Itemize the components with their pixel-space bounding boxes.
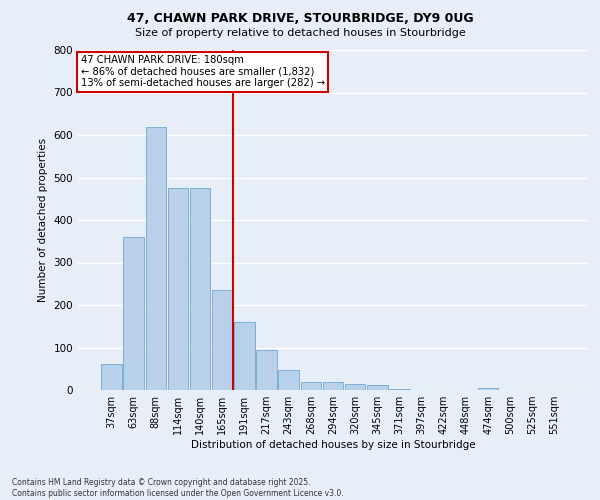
Y-axis label: Number of detached properties: Number of detached properties	[38, 138, 48, 302]
X-axis label: Distribution of detached houses by size in Stourbridge: Distribution of detached houses by size …	[191, 440, 475, 450]
Text: Contains HM Land Registry data © Crown copyright and database right 2025.
Contai: Contains HM Land Registry data © Crown c…	[12, 478, 344, 498]
Bar	[101, 364, 122, 390]
Bar	[212, 290, 232, 390]
Text: 47 CHAWN PARK DRIVE: 180sqm
← 86% of detached houses are smaller (1,832)
13% of : 47 CHAWN PARK DRIVE: 180sqm ← 86% of det…	[80, 55, 325, 88]
Bar	[190, 188, 210, 390]
Bar	[389, 388, 410, 390]
Bar	[345, 384, 365, 390]
Bar	[124, 237, 144, 390]
Bar	[167, 188, 188, 390]
Bar	[256, 350, 277, 390]
Text: Size of property relative to detached houses in Stourbridge: Size of property relative to detached ho…	[134, 28, 466, 38]
Text: 47, CHAWN PARK DRIVE, STOURBRIDGE, DY9 0UG: 47, CHAWN PARK DRIVE, STOURBRIDGE, DY9 0…	[127, 12, 473, 26]
Bar	[478, 388, 499, 390]
Bar	[301, 382, 321, 390]
Bar	[367, 385, 388, 390]
Bar	[278, 370, 299, 390]
Bar	[323, 382, 343, 390]
Bar	[146, 126, 166, 390]
Bar	[234, 322, 254, 390]
